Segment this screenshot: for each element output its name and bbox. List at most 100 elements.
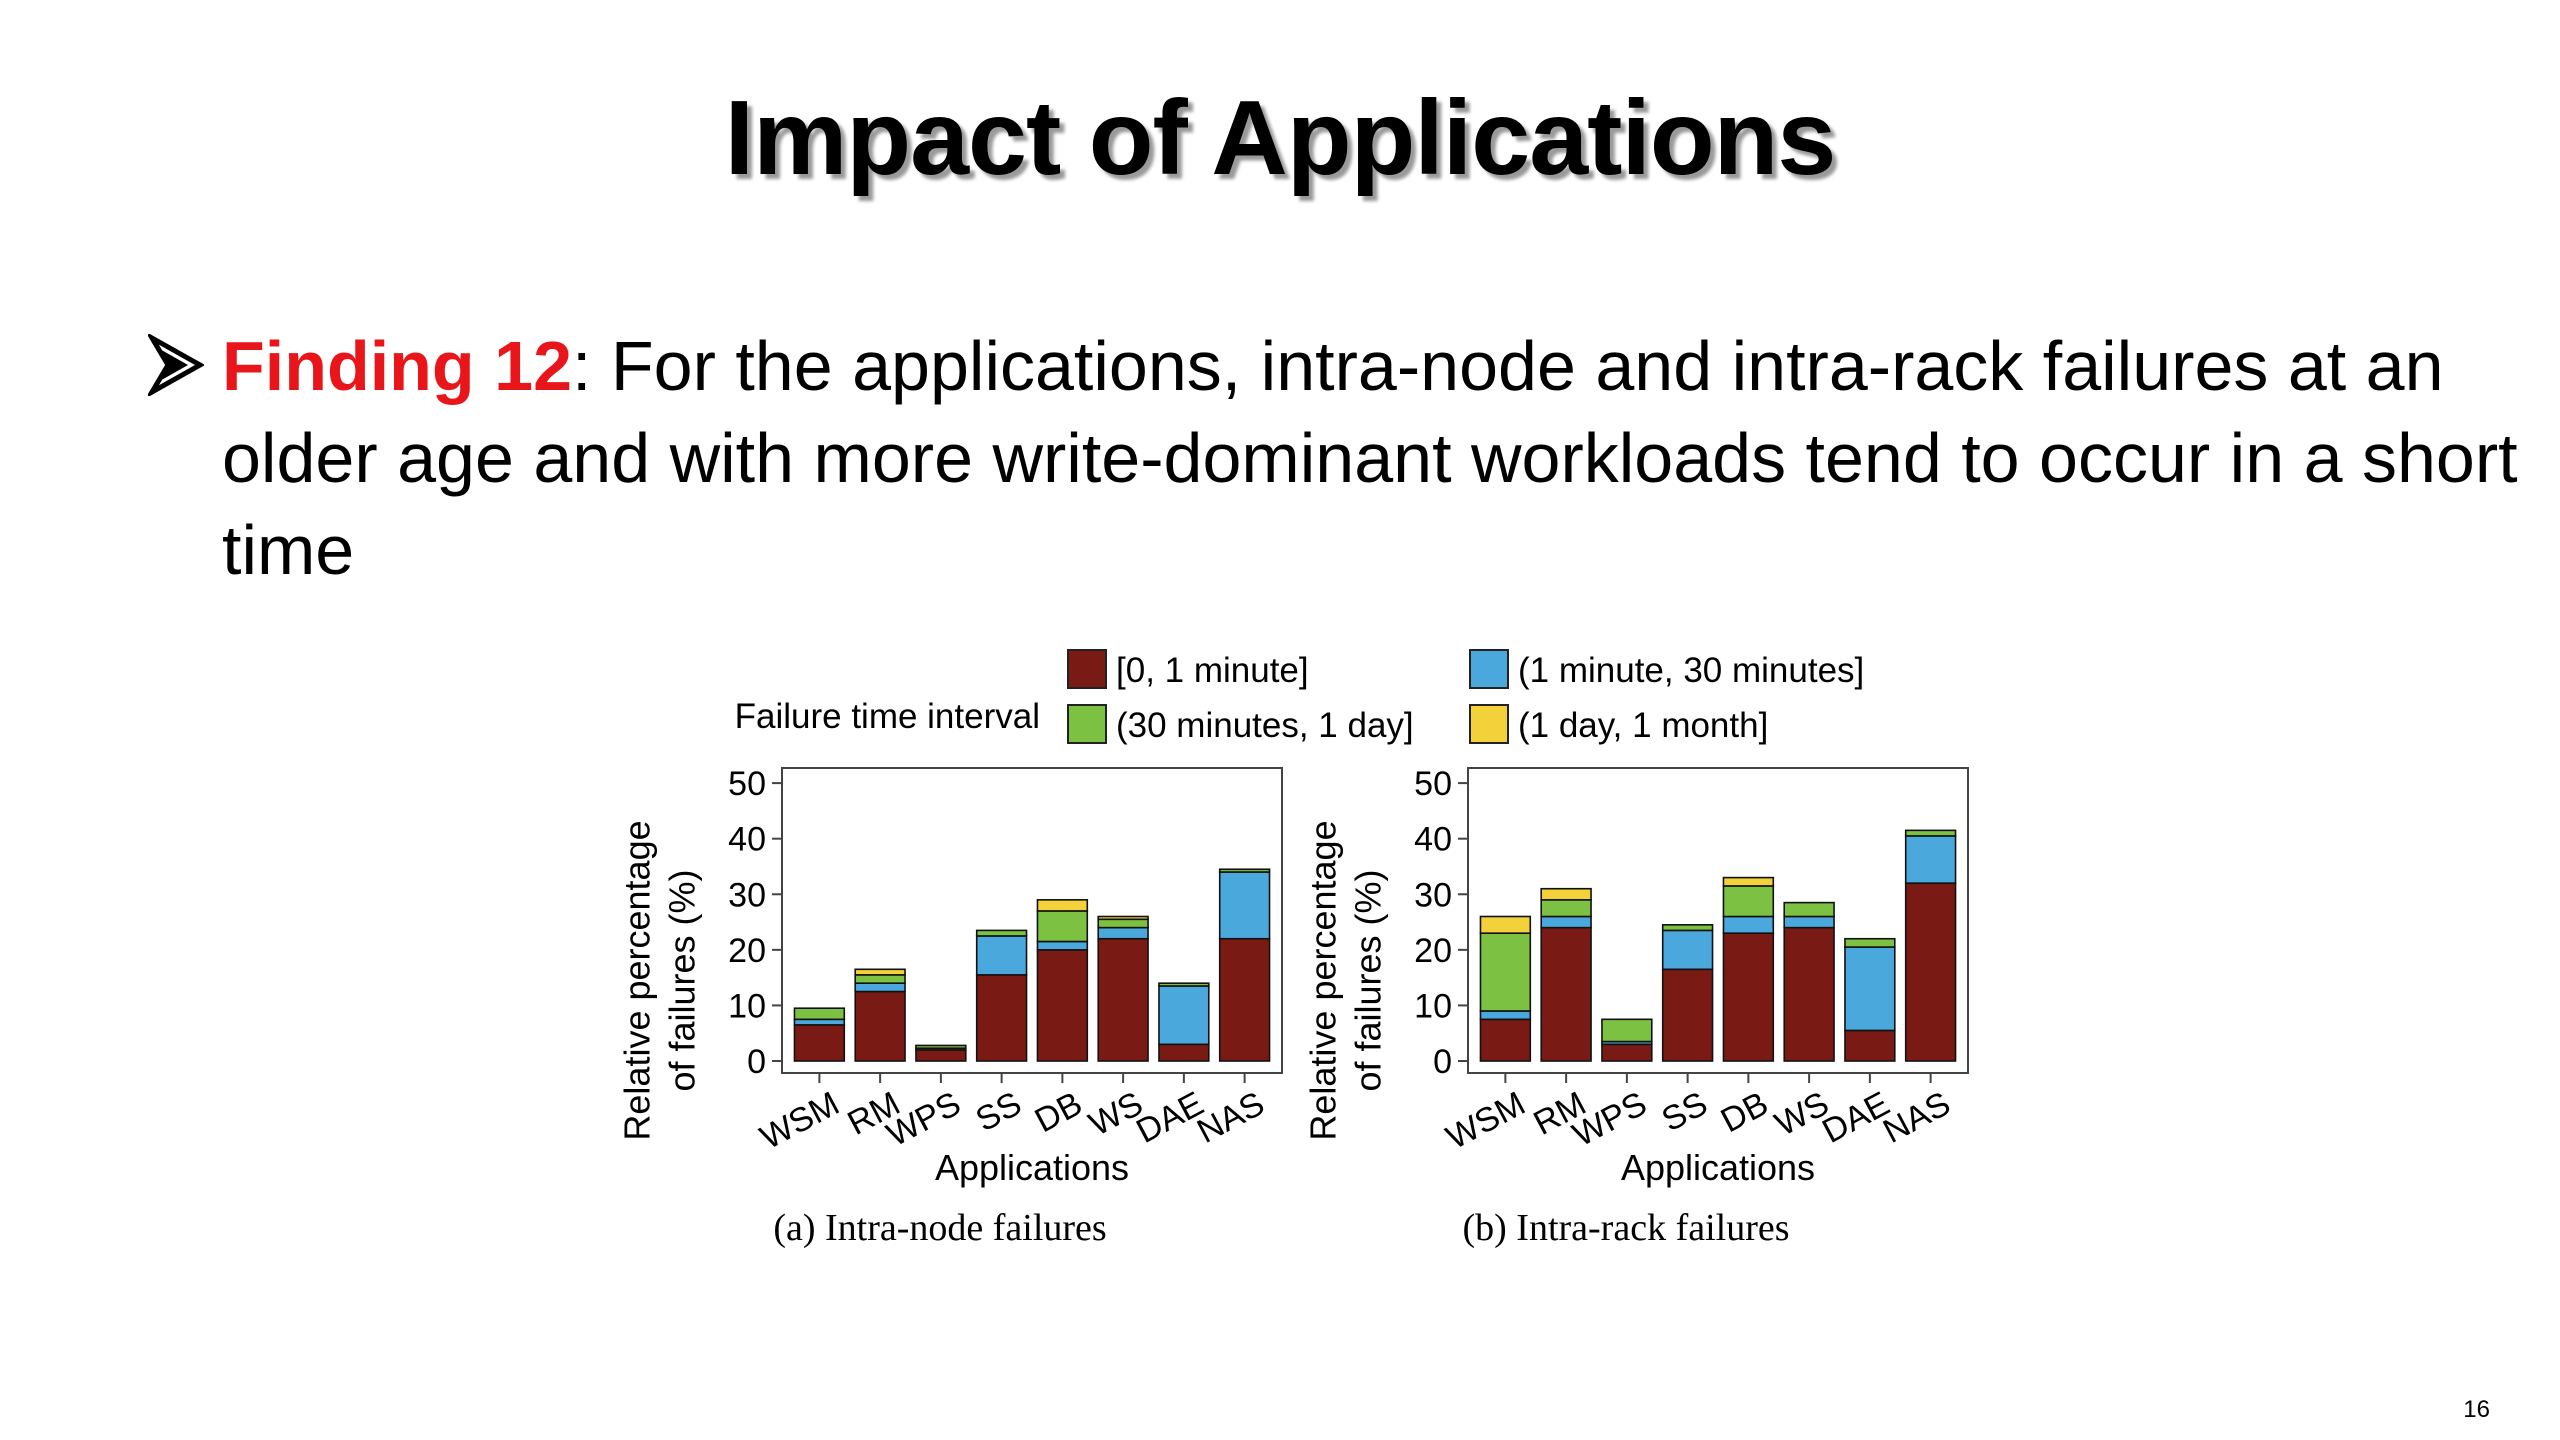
chart-figure: Failure time interval [0, 1 minute] (1 min… [617,649,1969,1249]
y-tick-label: 30 [1414,876,1452,914]
y-axis-label: of failures (%) [1348,869,1389,1091]
x-tick-label: WSM [1440,1084,1531,1157]
bar-segment [1904,882,1957,1062]
page-number: 16 [2463,1396,2490,1423]
bar-segment [793,1024,846,1062]
y-tick-label: 40 [728,821,766,859]
legend-label: (1 minute, 30 minutes] [1518,651,1864,690]
plot-frame [781,767,1283,1074]
x-tick-label: NAS [1191,1084,1271,1150]
bar-segment [975,974,1028,1062]
bar-segment [1097,926,1149,940]
bar-segment [854,990,906,1062]
bar-segment [1097,918,1149,929]
x-axis-label: Applications [1621,1147,1815,1188]
bar-segment [1036,899,1089,912]
legend-label: [0, 1 minute] [1116,651,1309,690]
bar-segment [1158,982,1210,987]
bar-segment [1601,1043,1653,1062]
chart-panel-2: 0 10 20 30 40 50 Relative percentage of failure… [1303,765,1969,1249]
x-tick-label: DB [1715,1084,1775,1140]
bar-segment [1661,968,1714,1062]
x-tick-label: SS [970,1084,1028,1139]
bar-segment [1844,1029,1896,1062]
y-tick-label: 0 [1433,1043,1452,1081]
bar-segment [1844,946,1896,1032]
bar-segment [1097,937,1149,1062]
bar-segment [1540,915,1592,929]
bar-segment [1158,1043,1210,1062]
legend-swatch [1469,649,1509,689]
y-tick-label: 50 [728,765,766,803]
x-tick-label: NAS [1877,1084,1957,1150]
legend-title: Failure time interval [735,697,1040,736]
bar-segment [1036,910,1089,943]
bar-segment [1036,940,1089,951]
y-tick-label: 0 [747,1043,766,1081]
bar-segment [1540,899,1592,918]
slide-title: Impact of Applications [724,79,1837,197]
chart-panel-1: 0 10 20 30 40 50 Relative percentage of failure… [617,765,1283,1249]
finding-body: : For the applications, intra-node and i… [222,327,2518,589]
x-tick-label: SS [1656,1084,1714,1139]
bar-segment [793,1018,846,1026]
bar-segment [1218,871,1271,940]
x-tick-label: DB [1029,1084,1089,1140]
bar-segment [1218,937,1271,1062]
bar-segment [975,935,1028,976]
bar-segment [1783,901,1835,918]
bar-segment [1601,1018,1653,1043]
y-axis-label: Relative percentage [617,820,658,1140]
bar-segment [854,974,906,984]
bar-segment [854,982,906,993]
x-tick-label: WSM [754,1084,845,1157]
bar-segment [1479,932,1532,1012]
bar-segment [1844,937,1896,948]
legend-label: (1 day, 1 month] [1518,706,1768,745]
y-tick-label: 30 [728,876,766,914]
y-tick-label: 20 [728,932,766,970]
plot-frame [1467,767,1969,1074]
y-tick-label: 10 [1414,987,1452,1025]
chart-caption: (b) Intra-rack failures [1462,1207,1789,1249]
bar-segment [1540,887,1592,901]
bar-segment [1479,1010,1532,1021]
finding-label: Finding 12 [222,327,572,405]
bar-segment [1479,915,1532,934]
bar-segment [793,1007,846,1021]
legend-swatch [1067,704,1107,744]
y-axis-label: of failures (%) [662,869,703,1091]
y-tick-label: 10 [728,987,766,1025]
bar-segment [1904,829,1957,837]
bar-segment [1218,868,1271,873]
bar-segment [1036,949,1089,1062]
bar-segment [1158,985,1210,1046]
legend-swatch [1067,649,1107,689]
bar-segment [1904,835,1957,884]
bar-segment [915,1044,967,1050]
bar-segment [1479,1018,1532,1062]
bar-segment [1661,924,1714,932]
arrow-bullet-icon [148,334,204,396]
bar-segment [975,929,1028,937]
bar-segment [1783,915,1835,929]
finding-text: Finding 12: For the applications, intra-… [222,320,2560,596]
bar-segment [915,1049,967,1062]
bar-segment [1722,915,1775,934]
bar-segment [1783,926,1835,1062]
y-tick-label: 20 [1414,932,1452,970]
bar-segment [854,968,906,976]
y-tick-label: 40 [1414,821,1452,859]
bar-segment [1540,926,1592,1062]
legend-label: (30 minutes, 1 day] [1116,706,1414,745]
bar-segment [1722,876,1775,887]
bar-segment [1661,929,1714,971]
bar-segment [1097,915,1149,921]
chart-caption: (a) Intra-node failures [773,1207,1106,1249]
bar-segment [1722,932,1775,1062]
y-axis-label: Relative percentage [1303,820,1344,1140]
x-axis-label: Applications [935,1147,1129,1188]
y-tick-label: 50 [1414,765,1452,803]
figure: Failure time interval [0, 1 minute] (1 min… [600,640,1980,1260]
bar-segment [1722,885,1775,918]
